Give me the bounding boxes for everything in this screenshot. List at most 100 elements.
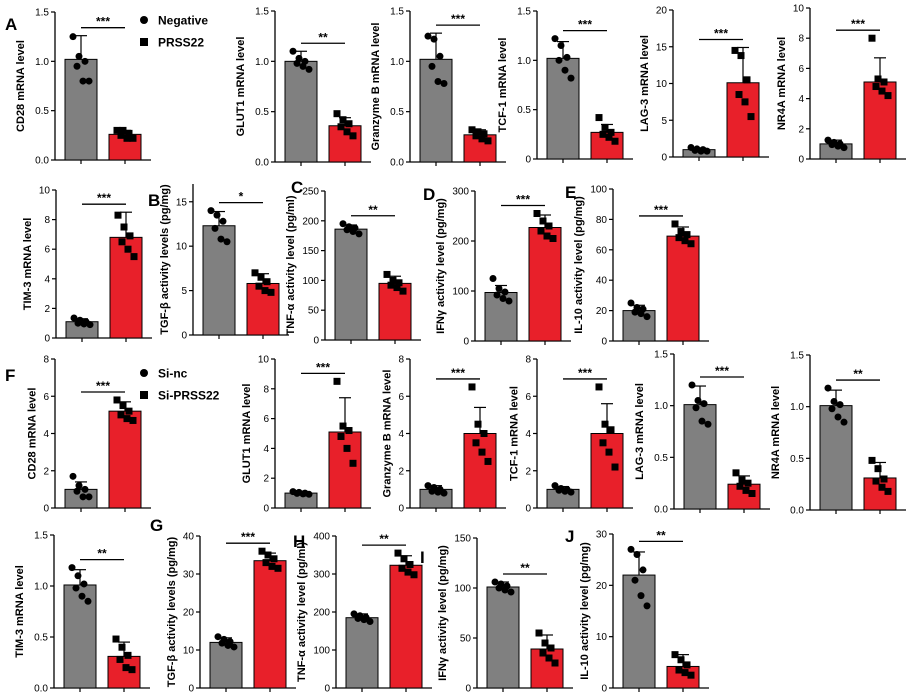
data-point — [537, 227, 545, 235]
bar — [64, 58, 98, 161]
data-point — [125, 407, 133, 415]
panel-letter: E — [565, 183, 576, 202]
data-point — [75, 52, 83, 60]
data-point — [840, 144, 848, 152]
data-point — [293, 489, 301, 497]
data-point — [561, 66, 569, 74]
y-tick-label: 2 — [263, 474, 269, 485]
data-point — [69, 472, 77, 480]
bar — [108, 410, 142, 509]
data-point — [681, 669, 689, 677]
significance-label: *** — [316, 360, 330, 374]
legend-circle-marker — [140, 369, 148, 377]
panel-letter: D — [423, 185, 435, 204]
data-point — [543, 232, 551, 240]
y-tick-label: 2 — [525, 466, 531, 477]
y-tick-label: 100 — [302, 276, 319, 287]
y-tick-label: 200 — [313, 608, 330, 619]
y-tick-label: 10 — [793, 4, 805, 15]
data-point — [268, 562, 276, 570]
data-point — [505, 297, 513, 305]
data-point — [219, 217, 227, 225]
data-point — [742, 486, 750, 494]
data-point — [633, 551, 641, 559]
data-point — [561, 487, 569, 495]
data-point — [539, 649, 547, 657]
data-point — [472, 439, 480, 447]
bar — [546, 57, 580, 160]
data-point — [129, 416, 137, 424]
data-point — [218, 639, 226, 647]
data-point — [394, 549, 402, 557]
data-point — [639, 566, 647, 574]
bar — [334, 228, 368, 341]
chart-panel: I 0 50 100 150 IFNγ activity level (pg/mg) ** — [420, 534, 573, 695]
data-point — [343, 226, 351, 234]
data-point — [631, 308, 639, 316]
data-point — [355, 230, 363, 238]
chart-panel: 0 2 4 6 8 10 NR4A mRNA level *** — [776, 4, 906, 166]
data-point — [349, 132, 357, 140]
data-point — [126, 232, 134, 240]
data-point — [69, 33, 77, 41]
data-point — [339, 220, 347, 228]
chart-panel: C 0 50 100 150 200 250 TNF-α activity level (pg… — [285, 178, 421, 347]
data-point — [393, 284, 401, 292]
chart-panel: H 0 100 200 300 400 TNF-α activity level (pg/m… — [293, 532, 432, 695]
chart-panel: 0 5 10 15 20 LAG-3 mRNA level *** — [639, 6, 769, 164]
data-point — [124, 651, 132, 659]
y-tick-label: 300 — [452, 187, 469, 198]
data-point — [112, 635, 120, 643]
panel-letter: G — [150, 516, 163, 535]
data-point — [389, 276, 397, 284]
panel-letter: I — [420, 548, 425, 567]
significance-label: *** — [97, 191, 111, 205]
data-point — [683, 661, 691, 669]
data-point — [501, 586, 509, 594]
y-tick-label: 200 — [452, 237, 469, 248]
y-tick-label: 2 — [43, 466, 49, 477]
data-point — [677, 228, 685, 236]
data-point — [681, 237, 689, 245]
y-axis-title: TIM-3 mRNA level — [22, 218, 34, 311]
y-tick-label: 6 — [525, 392, 531, 403]
y-tick-label: 1.5 — [517, 7, 531, 18]
panel-letter: C — [291, 178, 303, 197]
significance-label: *** — [516, 193, 530, 207]
data-point — [535, 629, 543, 637]
legend-label: Negative — [158, 14, 208, 28]
y-tick-label: 5 — [181, 286, 187, 297]
data-point — [119, 126, 127, 134]
y-tick-label: 15 — [176, 197, 188, 208]
data-point — [81, 485, 89, 493]
data-point — [541, 639, 549, 647]
data-point — [691, 146, 699, 154]
data-point — [491, 578, 499, 586]
data-point — [830, 398, 838, 405]
data-point — [736, 482, 744, 490]
y-tick-label: 1.5 — [35, 8, 49, 19]
data-point — [80, 320, 88, 328]
y-axis-title: IFNγ activity level (pg/mg) — [435, 198, 447, 334]
data-point — [499, 295, 507, 302]
y-axis-title: TCF-1 mRNA level — [508, 386, 520, 481]
data-point — [424, 482, 432, 490]
y-tick-label: 250 — [302, 187, 319, 198]
y-tick-label: 0 — [313, 336, 319, 347]
y-tick-label: 0.0 — [654, 505, 668, 516]
y-tick-label: 30 — [596, 530, 608, 541]
data-point — [305, 65, 313, 73]
data-point — [398, 564, 406, 572]
data-point — [263, 278, 271, 286]
data-point — [840, 418, 848, 426]
data-point — [637, 310, 645, 318]
panel-letter: B — [148, 191, 160, 210]
y-tick-label: 1.5 — [390, 7, 404, 18]
y-tick-label: 0.0 — [390, 158, 404, 169]
data-point — [333, 377, 341, 385]
data-point — [117, 131, 125, 139]
data-point — [74, 319, 82, 327]
data-point — [472, 132, 480, 140]
chart-panel: A 0.0 0.5 1.0 1.5 CD28 mRNA level *** — [5, 8, 151, 167]
